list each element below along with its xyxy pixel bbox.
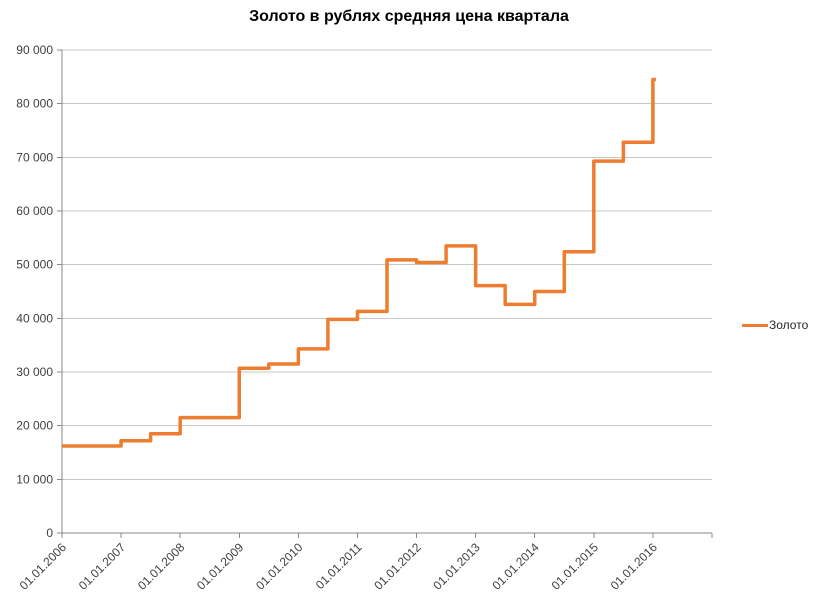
x-axis-label: 01.01.2013	[430, 540, 483, 593]
y-axis-label: 70 000	[16, 150, 53, 164]
x-axis-label: 01.01.2007	[76, 540, 129, 593]
chart-title: Золото в рублях средняя цена квартала	[249, 8, 569, 25]
x-axis-label: 01.01.2011	[313, 540, 365, 592]
x-axis-label: 01.01.2014	[489, 540, 542, 593]
x-axis-label: 01.01.2012	[371, 540, 424, 593]
legend-line-swatch-icon	[742, 323, 768, 327]
x-axis-label: 01.01.2010	[253, 540, 306, 593]
gold-series-line	[62, 77, 656, 448]
y-axis-label: 30 000	[16, 365, 53, 379]
x-axis-label: 01.01.2016	[608, 540, 661, 593]
y-axis-label: 40 000	[16, 311, 53, 325]
legend: Золото	[742, 317, 808, 333]
y-axis-label: 20 000	[16, 419, 53, 433]
x-axis-label: 01.01.2009	[194, 540, 247, 593]
x-axis-label: 01.01.2006	[17, 540, 70, 593]
x-axis-label: 01.01.2008	[135, 540, 188, 593]
x-axis-label: 01.01.2015	[549, 540, 602, 593]
legend-series-label: Золото	[769, 318, 809, 332]
y-axis-label: 80 000	[16, 97, 53, 111]
y-axis-label: 50 000	[16, 258, 53, 272]
y-axis-label: 90 000	[16, 43, 53, 57]
y-axis-label: 0	[46, 526, 53, 540]
y-axis-label: 10 000	[16, 472, 53, 486]
y-axis-label: 60 000	[16, 204, 53, 218]
